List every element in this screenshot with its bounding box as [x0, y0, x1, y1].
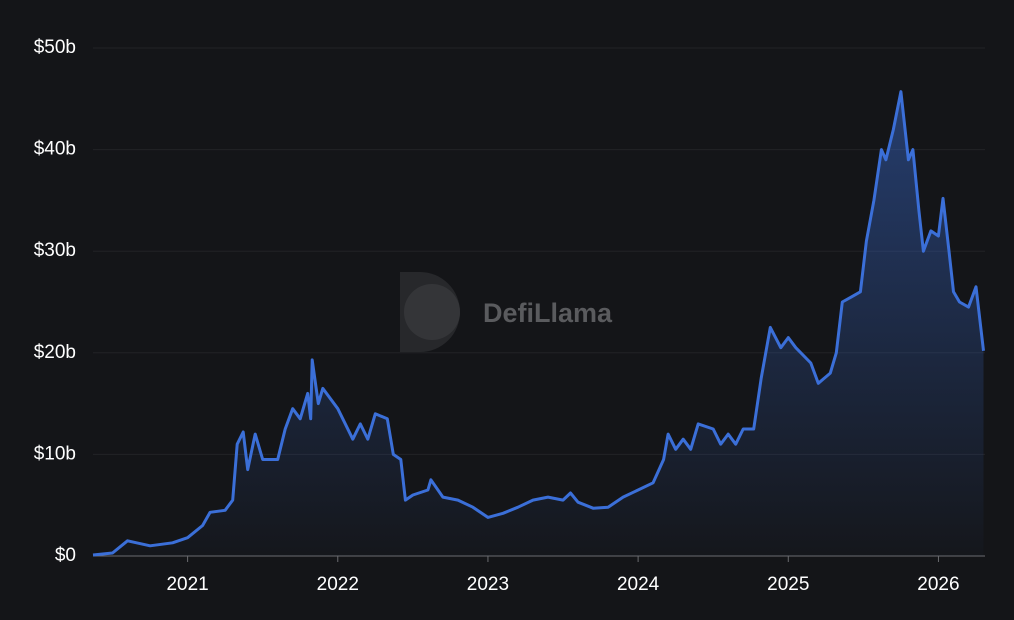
watermark-logo — [400, 272, 460, 352]
x-tick-label: 2026 — [917, 574, 959, 595]
x-tick-label: 2022 — [317, 574, 359, 595]
x-tick-label: 2024 — [617, 574, 660, 595]
y-tick-label: $0 — [55, 545, 76, 566]
y-tick-label: $20b — [34, 342, 76, 363]
y-tick-label: $10b — [34, 443, 76, 464]
y-tick-label: $40b — [34, 139, 76, 160]
y-tick-label: $30b — [34, 240, 76, 261]
x-tick-label: 2021 — [166, 574, 208, 595]
area — [93, 91, 984, 556]
x-tick-label: 2023 — [467, 574, 509, 595]
y-tick-label: $50b — [34, 37, 76, 58]
line — [92, 90, 985, 557]
x-tick-label: 2025 — [767, 574, 809, 595]
watermark: DefiLlama — [483, 298, 613, 328]
